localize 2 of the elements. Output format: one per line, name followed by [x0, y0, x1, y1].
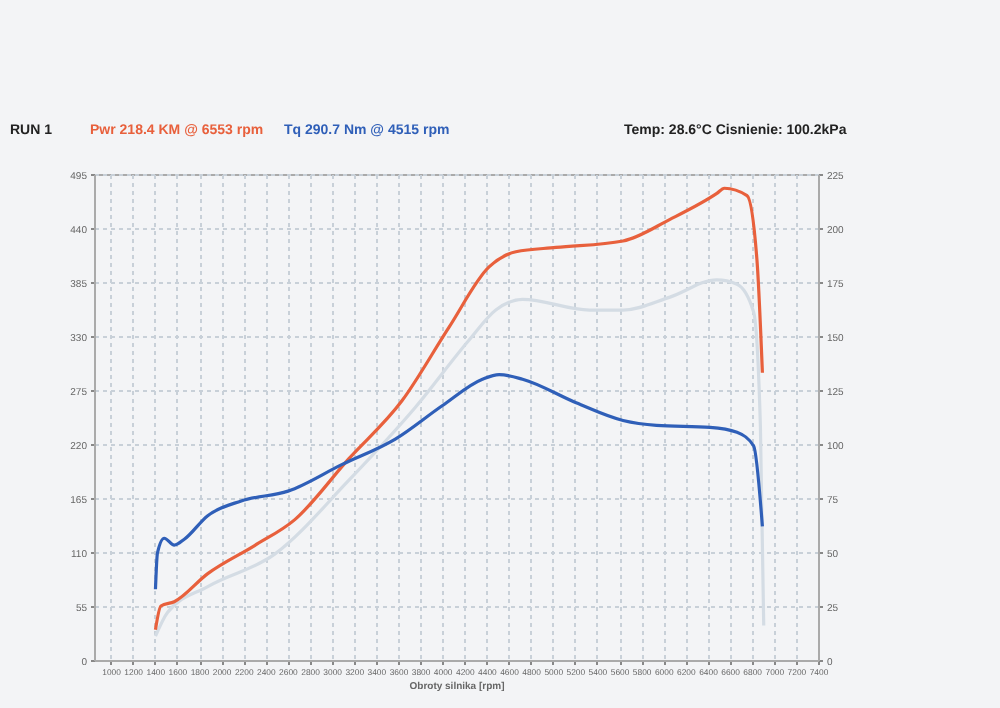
- line-series: [153, 186, 764, 632]
- line-series: [153, 372, 764, 591]
